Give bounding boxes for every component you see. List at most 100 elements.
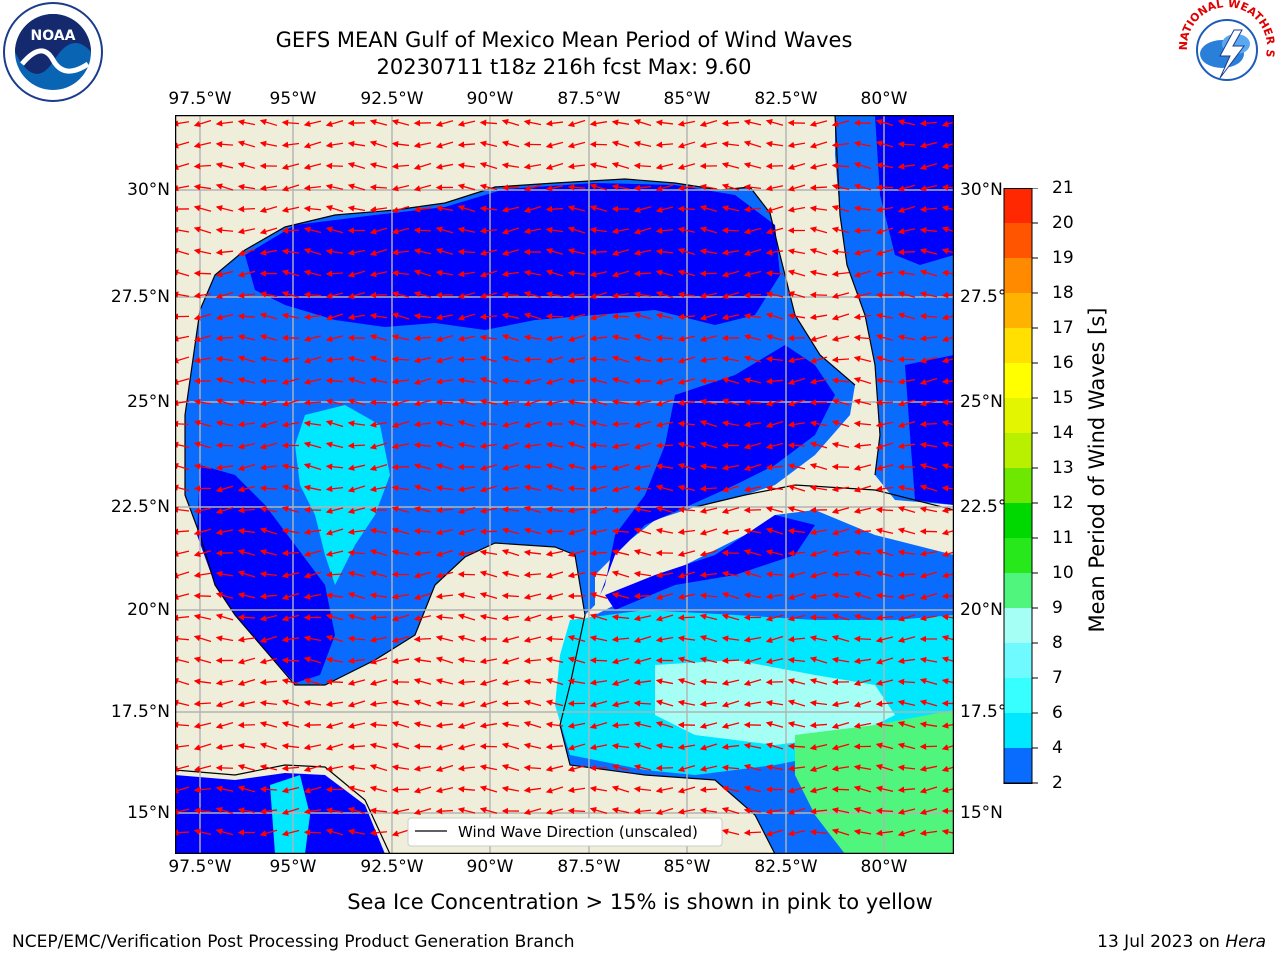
wind-wave-arrow — [303, 205, 322, 212]
wind-wave-arrow — [523, 527, 542, 535]
wind-wave-arrow — [457, 377, 476, 384]
wind-wave-arrow — [589, 248, 608, 256]
wind-wave-arrow — [303, 764, 322, 773]
wind-wave-arrow — [831, 743, 850, 751]
wind-wave-arrow — [853, 227, 872, 234]
wind-wave-arrow — [281, 699, 300, 707]
wind-wave-arrow — [897, 291, 916, 298]
wind-wave-arrow — [325, 656, 344, 664]
wind-wave-arrow — [787, 163, 806, 171]
wind-wave-arrow — [413, 206, 432, 213]
wind-wave-arrow — [853, 613, 872, 621]
wind-wave-arrow — [501, 333, 520, 342]
wind-wave-arrow — [787, 527, 806, 535]
wind-wave-arrow — [259, 593, 278, 600]
wind-wave-arrow — [633, 270, 652, 277]
wind-wave-arrow — [721, 376, 740, 384]
wind-wave-arrow — [413, 721, 432, 728]
wind-wave-arrow — [633, 721, 652, 728]
wind-wave-arrow — [369, 355, 388, 363]
wind-wave-arrow — [897, 742, 916, 750]
wind-wave-arrow — [831, 120, 850, 127]
wind-wave-arrow — [897, 442, 916, 450]
wind-wave-arrow — [897, 786, 916, 793]
wind-wave-arrow — [325, 292, 344, 299]
left-tick-label: 22.5°N — [110, 497, 170, 517]
wind-wave-arrow — [589, 356, 608, 363]
sea-ice-note: Sea Ice Concentration > 15% is shown in … — [347, 890, 933, 914]
wind-wave-arrow — [677, 356, 696, 364]
wind-wave-arrow — [523, 184, 542, 192]
wind-wave-arrow — [875, 206, 894, 213]
wind-wave-arrow — [369, 763, 388, 772]
wind-wave-arrow — [677, 656, 696, 664]
wind-wave-arrow — [919, 162, 938, 171]
wind-wave-arrow — [633, 249, 652, 256]
wind-wave-arrow — [325, 678, 344, 686]
wind-wave-arrow — [941, 507, 954, 514]
wind-wave-arrow — [567, 292, 586, 299]
wind-wave-arrow — [281, 290, 300, 299]
top-tick-label: 92.5°W — [360, 89, 424, 109]
wind-wave-arrow — [919, 420, 938, 428]
wind-wave-arrow — [721, 528, 740, 536]
wind-wave-arrow — [545, 571, 564, 579]
wind-wave-arrow — [259, 227, 278, 235]
wind-wave-arrow — [479, 355, 498, 363]
wind-wave-arrow — [391, 463, 410, 471]
wind-wave-arrow — [347, 355, 366, 363]
wind-wave-arrow — [633, 635, 652, 644]
wind-wave-arrow — [457, 528, 476, 536]
bottom-tick-label: 80°W — [860, 857, 908, 877]
wind-wave-arrow — [479, 292, 498, 299]
wind-wave-arrow — [655, 399, 674, 407]
wind-wave-arrow — [325, 550, 344, 557]
wind-wave-arrow — [413, 441, 432, 449]
wind-wave-arrow — [347, 828, 366, 836]
left-tick-label: 27.5°N — [110, 287, 170, 307]
wind-wave-arrow — [413, 484, 432, 492]
wind-wave-arrow — [325, 571, 344, 578]
wind-wave-arrow — [589, 291, 608, 300]
wind-wave-arrow — [259, 118, 278, 127]
wind-wave-arrow — [501, 614, 520, 622]
wind-wave-arrow — [325, 743, 344, 751]
wind-wave-arrow — [259, 829, 278, 837]
wind-wave-arrow — [765, 270, 784, 277]
wind-wave-arrow — [743, 829, 762, 836]
wind-wave-arrow — [303, 335, 322, 342]
wind-wave-arrow — [215, 806, 234, 815]
wind-wave-arrow — [259, 721, 278, 728]
wind-wave-arrow — [523, 163, 542, 170]
wind-wave-arrow — [545, 765, 564, 772]
wind-wave-arrow — [567, 313, 586, 321]
wind-wave-arrow — [589, 485, 608, 493]
wind-wave-arrow — [875, 485, 894, 493]
wind-wave-arrow — [611, 270, 630, 278]
wind-wave-arrow — [743, 657, 762, 665]
wind-wave-arrow — [765, 678, 784, 686]
wind-wave-arrow — [853, 398, 872, 406]
colorbar-segment — [1004, 258, 1032, 293]
wind-wave-arrow — [677, 226, 696, 234]
wind-wave-arrow — [237, 183, 256, 191]
wind-wave-arrow — [369, 614, 388, 621]
wind-wave-arrow — [369, 700, 388, 708]
wind-wave-arrow — [611, 528, 630, 535]
wind-wave-arrow — [193, 162, 212, 170]
wind-wave-arrow — [501, 464, 520, 471]
wind-wave-arrow — [545, 184, 564, 192]
wind-wave-arrow — [875, 721, 894, 728]
wind-wave-arrow — [281, 163, 300, 170]
colorbar-tick-label: 18 — [1052, 283, 1074, 303]
wind-wave-arrow — [787, 206, 806, 213]
wind-wave-arrow — [457, 441, 476, 449]
wind-wave-arrow — [809, 808, 828, 815]
wind-wave-arrow — [281, 463, 300, 470]
wind-wave-arrow — [523, 334, 542, 341]
wind-wave-arrow — [721, 398, 740, 406]
wind-wave-arrow — [457, 613, 476, 621]
wind-wave-arrow — [941, 441, 954, 448]
wind-wave-arrow — [369, 334, 388, 341]
wind-wave-arrow — [567, 226, 586, 234]
